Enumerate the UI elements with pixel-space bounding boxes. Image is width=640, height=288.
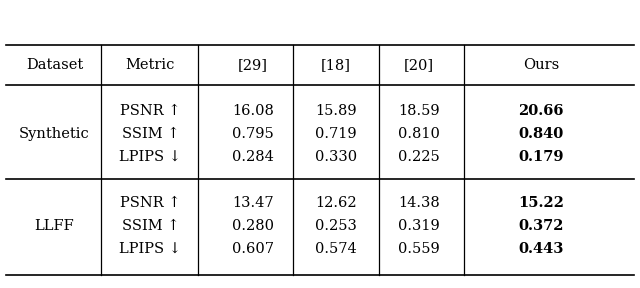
- Text: PSNR ↑: PSNR ↑: [120, 104, 180, 118]
- Text: 13.47: 13.47: [232, 196, 274, 210]
- Text: 0.179: 0.179: [518, 150, 564, 164]
- Text: 15.89: 15.89: [315, 104, 357, 118]
- Text: 0.607: 0.607: [232, 242, 274, 256]
- Text: 0.253: 0.253: [315, 219, 357, 233]
- Text: Synthetic: Synthetic: [19, 127, 90, 141]
- Text: 0.840: 0.840: [518, 127, 563, 141]
- Text: 20.66: 20.66: [518, 104, 564, 118]
- Text: 0.372: 0.372: [518, 219, 564, 233]
- Text: Metric: Metric: [125, 58, 175, 72]
- Text: [20]: [20]: [404, 58, 435, 72]
- Text: 0.719: 0.719: [315, 127, 357, 141]
- Text: LLFF: LLFF: [35, 219, 74, 233]
- Text: 15.22: 15.22: [518, 196, 564, 210]
- Text: 0.559: 0.559: [398, 242, 440, 256]
- Text: 18.59: 18.59: [398, 104, 440, 118]
- Text: 0.574: 0.574: [315, 242, 357, 256]
- Text: LPIPS ↓: LPIPS ↓: [120, 150, 181, 164]
- Text: 14.38: 14.38: [398, 196, 440, 210]
- Text: 12.62: 12.62: [315, 196, 357, 210]
- Text: Ours: Ours: [523, 58, 559, 72]
- Text: LPIPS ↓: LPIPS ↓: [120, 242, 181, 256]
- Text: Dataset: Dataset: [26, 58, 83, 72]
- Text: PSNR ↑: PSNR ↑: [120, 196, 180, 210]
- Text: 0.795: 0.795: [232, 127, 274, 141]
- Text: 0.330: 0.330: [315, 150, 357, 164]
- Text: 0.284: 0.284: [232, 150, 274, 164]
- Text: 0.319: 0.319: [398, 219, 440, 233]
- Text: [18]: [18]: [321, 58, 351, 72]
- Text: SSIM ↑: SSIM ↑: [122, 219, 179, 233]
- Text: SSIM ↑: SSIM ↑: [122, 127, 179, 141]
- Text: 0.443: 0.443: [518, 242, 563, 256]
- Text: 0.225: 0.225: [398, 150, 440, 164]
- Text: 0.280: 0.280: [232, 219, 274, 233]
- Text: 0.810: 0.810: [398, 127, 440, 141]
- Text: [29]: [29]: [238, 58, 268, 72]
- Text: 16.08: 16.08: [232, 104, 274, 118]
